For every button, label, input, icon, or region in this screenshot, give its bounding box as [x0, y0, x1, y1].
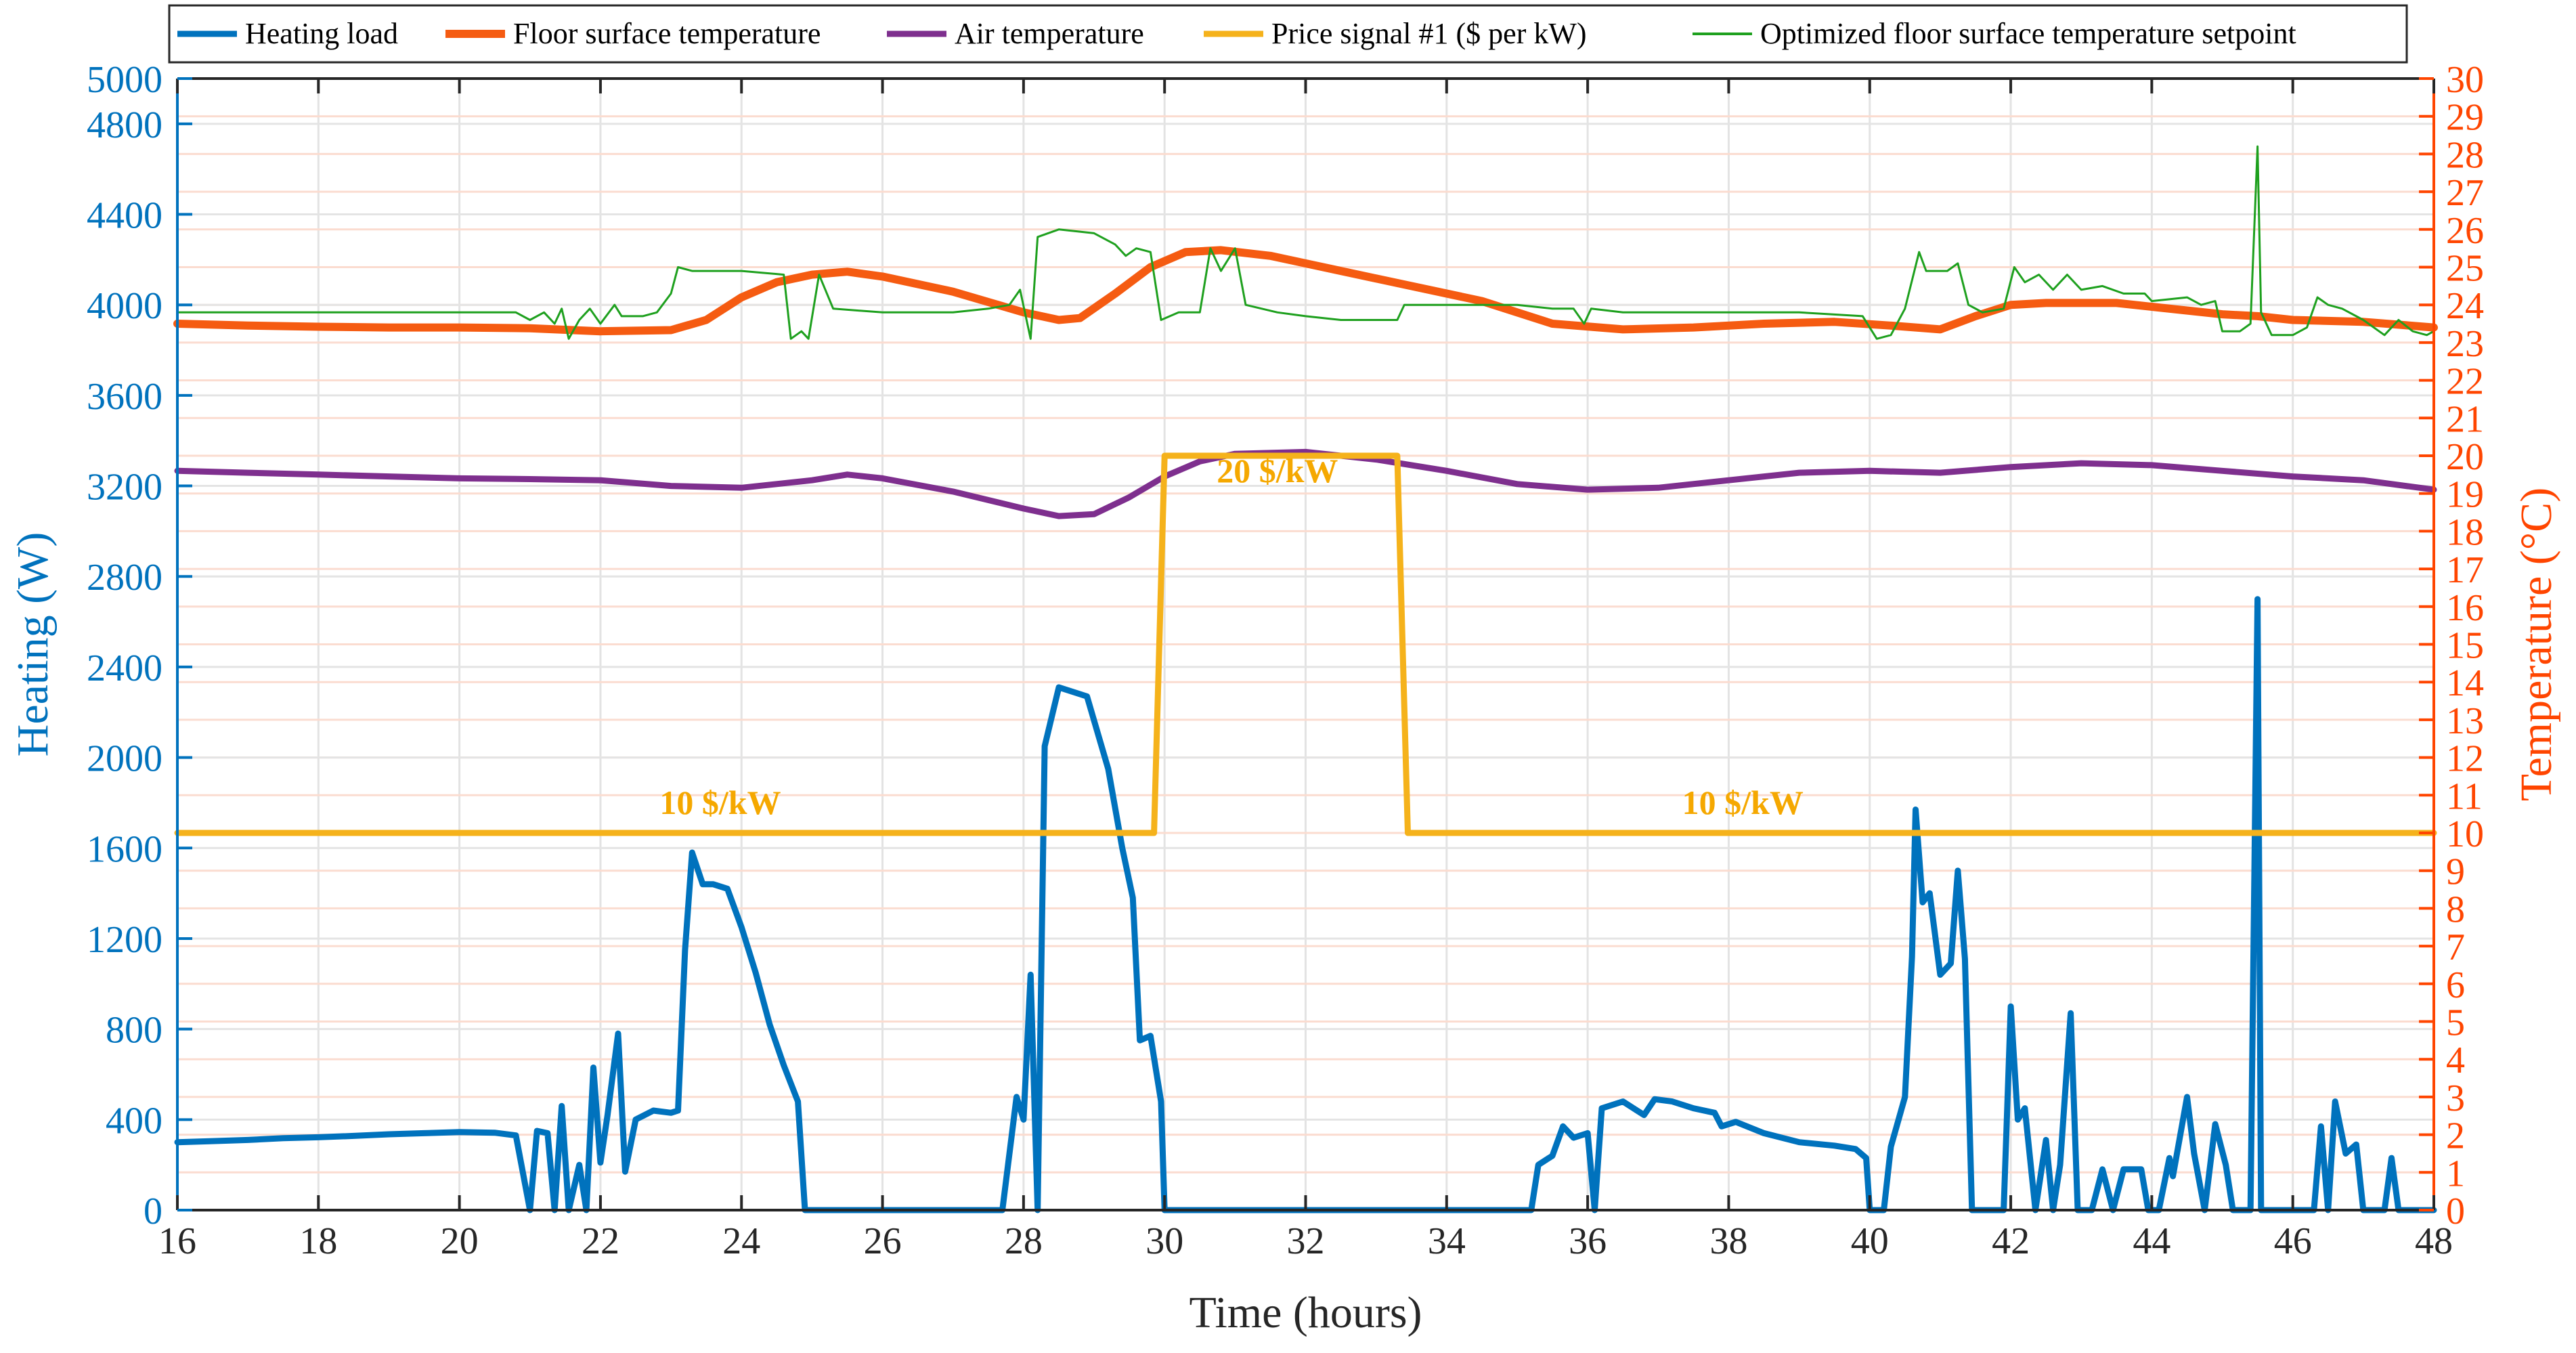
x-tick-label: 30 — [1145, 1220, 1183, 1262]
y-right-tick-label: 5 — [2446, 1002, 2465, 1044]
y-right-tick-label: 14 — [2446, 662, 2484, 704]
axes: 16 18 20 22 24 26 28 30 32 34 36 38 40 42 44 46 48040080… — [8, 59, 2561, 1337]
y-right-tick-label: 4 — [2446, 1039, 2465, 1081]
y-right-tick-label: 15 — [2446, 625, 2484, 667]
series-line-2 — [174, 448, 2437, 519]
y-right-tick-label: 19 — [2446, 474, 2484, 516]
y-left-tick-label: 5000 — [87, 59, 162, 101]
y-right-tick-label: 17 — [2446, 549, 2484, 591]
series-line-4 — [176, 145, 2435, 340]
x-tick-label: 20 — [441, 1220, 479, 1262]
x-tick-label: 44 — [2133, 1220, 2170, 1262]
y-right-tick-label: 30 — [2446, 59, 2484, 101]
series-layer — [173, 145, 2438, 1214]
y-right-axis-title: Temperature (°C) — [2512, 488, 2561, 801]
y-left-tick-label: 4000 — [87, 285, 162, 327]
y-right-tick-label: 26 — [2446, 210, 2484, 252]
legend: Heating load Floor surface temperature Air… — [168, 4, 2408, 64]
x-tick-label: 32 — [1287, 1220, 1325, 1262]
y-right-tick-label: 10 — [2446, 813, 2484, 855]
y-right-tick-label: 12 — [2446, 738, 2484, 780]
y-right-tick-label: 25 — [2446, 248, 2484, 290]
y-left-axis-title: Heating (W) — [8, 532, 58, 757]
y-left-tick-label: 800 — [106, 1010, 162, 1052]
legend-label-1: Floor surface temperature — [513, 17, 821, 50]
y-right-tick-label: 24 — [2446, 285, 2484, 327]
series-line-0 — [174, 596, 2437, 1214]
y-right-tick-label: 27 — [2446, 172, 2484, 214]
x-tick-label: 40 — [1851, 1220, 1889, 1262]
x-tick-label: 48 — [2415, 1220, 2453, 1262]
y-right-tick-label: 1 — [2446, 1153, 2465, 1195]
y-right-tick-label: 8 — [2446, 888, 2465, 930]
y-right-tick-label: 7 — [2446, 926, 2465, 968]
price-label: 20 $/kW — [1217, 452, 1338, 490]
legend-box — [168, 4, 2408, 64]
x-tick-label: 42 — [1992, 1220, 2030, 1262]
y-left-tick-label: 2400 — [87, 647, 162, 689]
y-right-tick-label: 6 — [2446, 964, 2465, 1006]
y-right-tick-label: 11 — [2446, 775, 2483, 817]
series-line-1 — [173, 246, 2438, 336]
legend-label-0: Heating load — [245, 17, 398, 50]
price-label: 10 $/kW — [659, 783, 781, 821]
y-left-tick-label: 0 — [144, 1190, 162, 1232]
legend-label-4: Optimized floor surface temperature setp… — [1760, 17, 2296, 50]
y-right-tick-label: 20 — [2446, 436, 2484, 478]
x-tick-label: 18 — [299, 1220, 337, 1262]
x-tick-label: 26 — [864, 1220, 902, 1262]
x-tick-label: 16 — [158, 1220, 196, 1262]
y-left-tick-label: 1200 — [87, 919, 162, 961]
x-axis-title: Time (hours) — [1189, 1288, 1422, 1337]
y-left-tick-label: 3200 — [87, 467, 162, 509]
y-right-tick-label: 18 — [2446, 511, 2484, 553]
y-right-tick-label: 16 — [2446, 587, 2484, 629]
y-right-tick-label: 13 — [2446, 700, 2484, 742]
legend-label-2: Air temperature — [955, 17, 1144, 50]
annotations: 10 $/kW 20 $/kW 10 $/kW — [659, 452, 1803, 821]
y-left-tick-label: 2800 — [87, 557, 162, 599]
price-label: 10 $/kW — [1682, 783, 1804, 821]
y-right-tick-label: 2 — [2446, 1115, 2465, 1157]
y-right-tick-label: 29 — [2446, 97, 2484, 139]
y-right-tick-label: 22 — [2446, 361, 2484, 403]
y-left-tick-label: 4400 — [87, 195, 162, 237]
y-left-tick-label: 3600 — [87, 376, 162, 418]
y-left-tick-label: 400 — [106, 1100, 162, 1142]
y-right-tick-label: 9 — [2446, 851, 2465, 893]
x-tick-label: 46 — [2274, 1220, 2312, 1262]
y-left-tick-label: 2000 — [87, 738, 162, 780]
y-left-tick-label: 1600 — [87, 828, 162, 870]
legend-label-3: Price signal #1 ($ per kW) — [1271, 17, 1587, 50]
y-left-tick-label: 4800 — [87, 104, 162, 146]
y-right-tick-label: 28 — [2446, 134, 2484, 176]
y-right-tick-label: 3 — [2446, 1077, 2465, 1119]
x-tick-label: 22 — [582, 1220, 619, 1262]
x-tick-label: 38 — [1709, 1220, 1747, 1262]
y-right-tick-label: 0 — [2446, 1190, 2465, 1232]
x-tick-label: 24 — [722, 1220, 760, 1262]
x-tick-label: 28 — [1005, 1220, 1043, 1262]
y-right-tick-label: 21 — [2446, 398, 2484, 440]
x-tick-label: 34 — [1428, 1220, 1466, 1262]
y-right-tick-label: 23 — [2446, 323, 2484, 365]
series-line-3 — [174, 452, 2437, 836]
x-tick-label: 36 — [1569, 1220, 1607, 1262]
